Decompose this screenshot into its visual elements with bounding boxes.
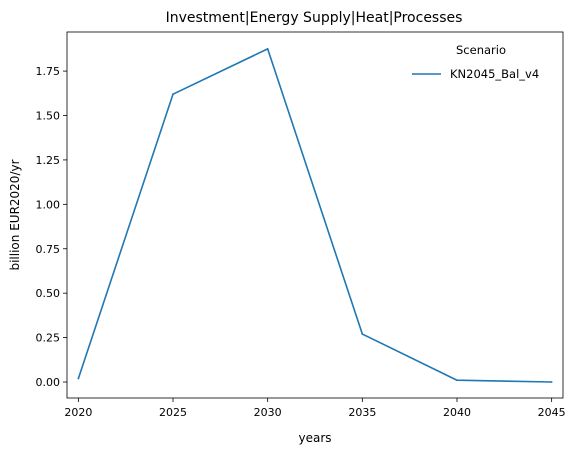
x-axis: 2020 2025 2030 2035 2040 2045 bbox=[64, 398, 566, 419]
data-point bbox=[456, 379, 458, 382]
x-tick-label: 2030 bbox=[254, 406, 282, 419]
y-tick-label: 1.25 bbox=[36, 154, 61, 167]
legend-entry-label: KN2045_Bal_v4 bbox=[450, 67, 539, 81]
y-tick-label: 1.50 bbox=[36, 110, 61, 123]
chart-title: Investment|Energy Supply|Heat|Processes bbox=[166, 10, 463, 26]
y-tick-label: 1.75 bbox=[36, 65, 61, 78]
x-axis-label: years bbox=[298, 431, 331, 445]
data-point bbox=[77, 377, 80, 380]
data-point bbox=[172, 93, 174, 96]
series-points bbox=[77, 47, 553, 383]
x-tick-label: 2045 bbox=[538, 406, 566, 419]
y-tick-label: 0.00 bbox=[36, 376, 61, 389]
legend-title: Scenario bbox=[456, 43, 506, 57]
y-tick-label: 0.25 bbox=[36, 332, 61, 345]
series-line-kn2045-bal-v4 bbox=[77, 48, 552, 383]
y-tick-label: 0.50 bbox=[36, 287, 61, 300]
x-tick-label: 2020 bbox=[64, 406, 92, 419]
x-tick-label: 2040 bbox=[443, 406, 471, 419]
x-tick-label: 2025 bbox=[159, 406, 187, 419]
data-point bbox=[266, 47, 269, 50]
y-tick-label: 0.75 bbox=[36, 243, 61, 256]
y-axis: 0.00 0.25 0.50 0.75 1.00 1.25 1.50 1.75 bbox=[36, 65, 67, 389]
data-point bbox=[550, 381, 553, 383]
legend: Scenario KN2045_Bal_v4 bbox=[412, 43, 539, 81]
y-axis-label: billion EUR2020/yr bbox=[8, 159, 22, 270]
plot-area bbox=[66, 31, 564, 399]
data-point bbox=[361, 333, 364, 335]
x-tick-label: 2035 bbox=[348, 406, 376, 419]
y-tick-label: 1.00 bbox=[36, 198, 61, 211]
